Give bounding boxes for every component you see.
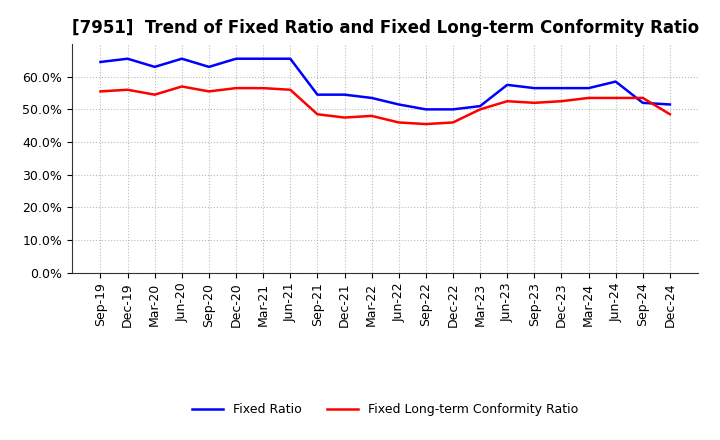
Fixed Ratio [286,56,294,61]
Fixed Ratio [395,102,403,107]
Fixed Ratio [123,56,132,61]
Fixed Ratio [150,64,159,70]
Fixed Long-term Conformity Ratio [150,92,159,97]
Fixed Long-term Conformity Ratio [341,115,349,120]
Fixed Long-term Conformity Ratio [367,113,376,118]
Fixed Ratio [665,102,674,107]
Fixed Long-term Conformity Ratio [639,95,647,101]
Fixed Long-term Conformity Ratio [313,112,322,117]
Fixed Long-term Conformity Ratio [665,112,674,117]
Fixed Long-term Conformity Ratio [395,120,403,125]
Fixed Long-term Conformity Ratio [557,99,566,104]
Fixed Ratio [639,100,647,106]
Fixed Long-term Conformity Ratio [286,87,294,92]
Fixed Long-term Conformity Ratio [584,95,593,101]
Fixed Ratio [530,85,539,91]
Fixed Ratio [341,92,349,97]
Fixed Ratio [232,56,240,61]
Fixed Long-term Conformity Ratio [123,87,132,92]
Fixed Long-term Conformity Ratio [476,107,485,112]
Fixed Ratio [367,95,376,101]
Fixed Ratio [557,85,566,91]
Fixed Long-term Conformity Ratio [503,99,511,104]
Fixed Long-term Conformity Ratio [421,121,430,127]
Fixed Ratio [476,103,485,109]
Title: [7951]  Trend of Fixed Ratio and Fixed Long-term Conformity Ratio: [7951] Trend of Fixed Ratio and Fixed Lo… [71,19,699,37]
Fixed Long-term Conformity Ratio [259,85,268,91]
Legend: Fixed Ratio, Fixed Long-term Conformity Ratio: Fixed Ratio, Fixed Long-term Conformity … [187,398,583,421]
Fixed Ratio [611,79,620,84]
Fixed Long-term Conformity Ratio [611,95,620,101]
Fixed Long-term Conformity Ratio [530,100,539,106]
Fixed Ratio [421,107,430,112]
Line: Fixed Long-term Conformity Ratio: Fixed Long-term Conformity Ratio [101,87,670,124]
Fixed Ratio [259,56,268,61]
Fixed Ratio [96,59,105,65]
Fixed Ratio [313,92,322,97]
Fixed Long-term Conformity Ratio [232,85,240,91]
Fixed Long-term Conformity Ratio [204,89,213,94]
Fixed Long-term Conformity Ratio [178,84,186,89]
Fixed Long-term Conformity Ratio [96,89,105,94]
Fixed Ratio [204,64,213,70]
Fixed Ratio [584,85,593,91]
Fixed Ratio [503,82,511,88]
Fixed Long-term Conformity Ratio [449,120,457,125]
Fixed Ratio [449,107,457,112]
Fixed Ratio [178,56,186,61]
Line: Fixed Ratio: Fixed Ratio [101,59,670,110]
